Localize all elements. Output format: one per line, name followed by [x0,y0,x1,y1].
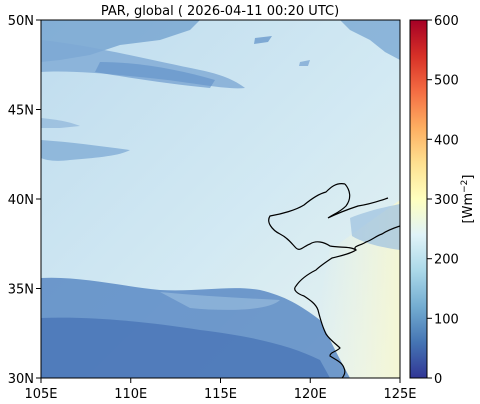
x-tick-label: 120E [294,387,327,402]
y-tick-label: 40N [8,193,34,208]
colorbar-label-main: [Wm [461,193,476,224]
colorbar-tick-label: 0 [434,372,442,387]
x-tick-label: 115E [204,387,237,402]
bay-coast [327,183,389,219]
colorbar-tick-label: 300 [434,193,459,208]
west-cloud-patch-2 [41,118,80,128]
coastline [268,183,358,378]
y-tick-label: 50N [8,14,34,29]
y-tick-label: 30N [8,372,34,387]
colorbar-tick-label: 200 [434,253,459,268]
colorbar-label-exponent: −2 [460,180,470,193]
map-panel [41,20,400,378]
x-tick-label: 110E [114,387,147,402]
peninsula-coast [354,225,400,251]
small-cloud-2 [299,60,310,66]
west-cloud-patch [41,140,130,161]
colorbar-tick-label: 100 [434,312,459,327]
small-cloud-1 [254,36,272,44]
colorbar-tick-label: 500 [434,74,459,89]
colorbar-tick-label: 400 [434,133,459,148]
x-tick-label: 105E [24,387,57,402]
colorbar-gradient [409,19,428,379]
y-axis: 30N 35N 40N 45N 50N [8,14,41,387]
east-cloud [350,204,400,250]
north-cloud-streak-2 [95,62,215,88]
colorbar-tick-label: 600 [434,14,459,29]
colorbar-label-end: ] [461,175,476,180]
y-tick-label: 45N [8,104,34,119]
northeast-cloud [340,20,400,60]
south-cloud-light [160,292,280,310]
south-cloud-dense [41,317,330,378]
x-axis: 105E 110E 115E 120E 125E [24,378,417,402]
colorbar-label: [Wm−2] [460,175,476,224]
x-tick-label: 125E [383,387,416,402]
colorbar: 0 100 200 300 400 500 600 [Wm−2] [409,14,476,387]
chart-title: PAR, global ( 2026-04-11 00:20 UTC) [101,4,339,19]
y-tick-label: 35N [8,283,34,298]
